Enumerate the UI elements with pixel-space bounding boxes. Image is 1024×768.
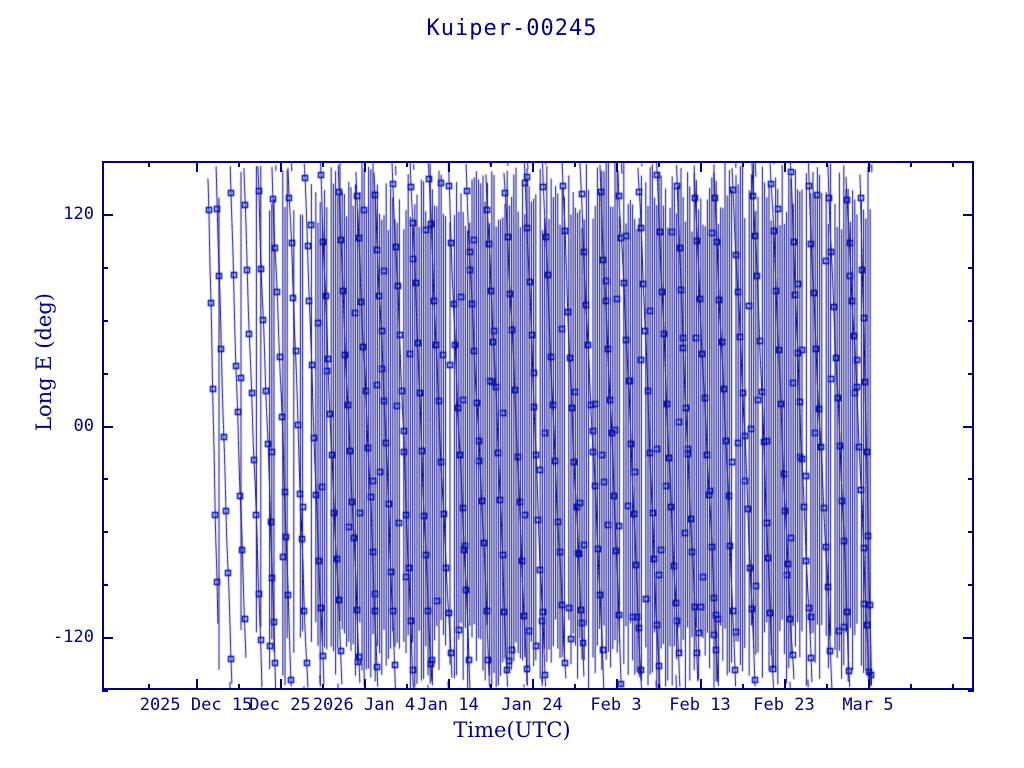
x-tick: [700, 679, 702, 690]
x-tick-label: Dec 25: [249, 695, 311, 715]
x-tick: [616, 161, 618, 172]
y-tick: [968, 531, 974, 534]
y-tick: [102, 690, 108, 692]
x-tick: [868, 679, 870, 690]
x-tick: [784, 161, 786, 172]
x-tick: [406, 161, 408, 167]
y-tick: [968, 584, 974, 587]
x-tick: [238, 161, 240, 167]
x-tick: [742, 684, 744, 690]
x-tick: [952, 161, 954, 167]
x-tick: [148, 161, 150, 167]
x-tick: [910, 161, 912, 167]
page-title: Kuiper-00245: [426, 16, 598, 41]
y-tick: [963, 637, 974, 640]
x-axis-title: Time(UTC): [453, 718, 571, 742]
y-tick: [102, 213, 113, 216]
x-tick: [238, 684, 240, 690]
x-tick-label: Feb 3: [590, 695, 642, 715]
x-tick-label: 2026 Jan 4: [312, 695, 416, 715]
x-tick: [196, 161, 198, 172]
x-tick: [280, 161, 282, 172]
y-tick: [102, 531, 108, 534]
y-tick: [968, 266, 974, 269]
x-tick: [700, 161, 702, 172]
x-tick: [322, 161, 324, 167]
x-tick-label: 2025 Dec 15: [139, 695, 253, 715]
x-tick: [826, 684, 828, 690]
x-tick-label: Mar 5: [842, 695, 894, 715]
x-tick: [826, 161, 828, 167]
x-tick: [490, 684, 492, 690]
longitude-time-plot: [102, 161, 974, 690]
y-tick: [968, 372, 974, 375]
x-tick: [658, 684, 660, 690]
x-tick: [280, 679, 282, 690]
x-tick: [490, 161, 492, 167]
x-tick-label: Feb 23: [753, 695, 815, 715]
x-tick: [616, 679, 618, 690]
x-tick: [196, 679, 198, 690]
x-tick: [784, 679, 786, 690]
y-tick: [963, 425, 974, 428]
x-tick: [322, 684, 324, 690]
y-tick-label: -120: [53, 627, 94, 648]
y-tick: [102, 478, 108, 481]
plot-canvas-area: [102, 161, 974, 690]
y-tick: [102, 161, 108, 163]
y-tick: [102, 266, 108, 269]
y-tick: [968, 478, 974, 481]
x-tick: [448, 679, 450, 690]
y-tick-label: 00: [73, 415, 94, 436]
x-tick: [910, 684, 912, 690]
x-tick-label: Feb 13: [669, 695, 731, 715]
x-tick-label: Jan 14: [417, 695, 479, 715]
y-tick: [968, 690, 974, 692]
plot-frame: [102, 161, 974, 690]
x-tick: [868, 161, 870, 172]
y-tick: [102, 372, 108, 375]
x-tick: [574, 161, 576, 167]
x-tick: [406, 684, 408, 690]
y-tick: [102, 584, 108, 587]
y-tick: [968, 161, 974, 163]
x-tick: [574, 684, 576, 690]
y-axis-title: Long E (deg): [32, 293, 56, 431]
x-tick: [658, 161, 660, 167]
x-tick: [448, 161, 450, 172]
x-tick: [364, 161, 366, 172]
y-tick-label: 120: [63, 203, 94, 224]
y-tick: [102, 425, 113, 428]
y-tick: [102, 637, 113, 640]
x-tick: [148, 684, 150, 690]
y-tick: [102, 319, 108, 322]
y-tick: [963, 213, 974, 216]
x-tick: [952, 684, 954, 690]
x-tick: [364, 679, 366, 690]
x-tick: [532, 161, 534, 172]
y-tick: [968, 319, 974, 322]
x-tick: [742, 161, 744, 167]
x-tick-label: Jan 24: [501, 695, 563, 715]
x-tick: [532, 679, 534, 690]
